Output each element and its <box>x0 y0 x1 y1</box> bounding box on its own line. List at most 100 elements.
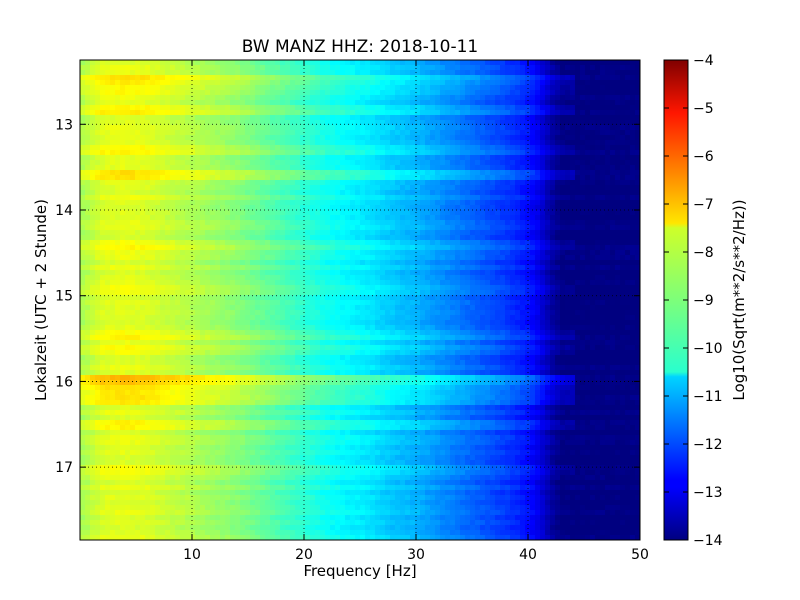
heatmap-cell <box>235 160 241 166</box>
heatmap-cell <box>260 70 266 76</box>
heatmap-cell <box>600 90 606 96</box>
heatmap-cell <box>605 265 611 271</box>
heatmap-cell <box>340 150 346 156</box>
heatmap-cell <box>220 80 226 86</box>
heatmap-cell <box>90 95 96 101</box>
heatmap-cell <box>360 100 366 106</box>
heatmap-cell <box>95 90 101 96</box>
heatmap-cell <box>205 160 211 166</box>
heatmap-cell <box>430 210 436 216</box>
heatmap-cell <box>460 255 466 261</box>
heatmap-cell <box>310 115 316 121</box>
heatmap-cell <box>190 280 196 286</box>
heatmap-cell <box>555 75 561 81</box>
heatmap-cell <box>565 105 571 111</box>
heatmap-cell <box>590 135 596 141</box>
heatmap-cell <box>270 205 276 211</box>
heatmap-cell <box>345 80 351 86</box>
heatmap-cell <box>440 275 446 281</box>
heatmap-cell <box>315 130 321 136</box>
heatmap-cell <box>455 110 461 116</box>
heatmap-cell <box>260 85 266 91</box>
heatmap-cell <box>295 140 301 146</box>
heatmap-cell <box>405 200 411 206</box>
heatmap-cell <box>135 230 141 236</box>
heatmap-cell <box>100 210 106 216</box>
heatmap-cell <box>185 175 191 181</box>
heatmap-cell <box>355 190 361 196</box>
heatmap-cell <box>115 150 121 156</box>
heatmap-cell <box>130 235 136 241</box>
heatmap-cell <box>250 225 256 231</box>
heatmap-cell <box>545 240 551 246</box>
heatmap-cell <box>145 175 151 181</box>
heatmap-cell <box>365 215 371 221</box>
heatmap-cell <box>155 100 161 106</box>
heatmap-cell <box>270 220 276 226</box>
heatmap-cell <box>515 275 521 281</box>
heatmap-cell <box>140 190 146 196</box>
heatmap-cell <box>95 245 101 251</box>
heatmap-cell <box>570 125 576 131</box>
heatmap-cell <box>125 150 131 156</box>
heatmap-cell <box>220 275 226 281</box>
heatmap-cell <box>430 130 436 136</box>
heatmap-cell <box>115 160 121 166</box>
heatmap-cell <box>515 270 521 276</box>
heatmap-cell <box>85 160 91 166</box>
heatmap-cell <box>170 255 176 261</box>
heatmap-cell <box>105 210 111 216</box>
heatmap-cell <box>485 200 491 206</box>
heatmap-cell <box>305 280 311 286</box>
heatmap-cell <box>540 240 546 246</box>
heatmap-cell <box>225 120 231 126</box>
heatmap-cell <box>140 175 146 181</box>
heatmap-cell <box>125 100 131 106</box>
heatmap-cell <box>265 170 271 176</box>
heatmap-cell <box>455 125 461 131</box>
heatmap-cell <box>160 240 166 246</box>
heatmap-cell <box>160 270 166 276</box>
heatmap-cell <box>450 250 456 256</box>
heatmap-cell <box>480 95 486 101</box>
heatmap-cell <box>580 250 586 256</box>
heatmap-cell <box>550 270 556 276</box>
heatmap-cell <box>180 280 186 286</box>
heatmap-cell <box>80 185 86 191</box>
heatmap-cell <box>425 65 431 71</box>
heatmap-cell <box>480 225 486 231</box>
heatmap-cell <box>365 180 371 186</box>
heatmap-cell <box>365 270 371 276</box>
heatmap-cell <box>410 70 416 76</box>
heatmap-cell <box>420 105 426 111</box>
heatmap-cell <box>280 165 286 171</box>
heatmap-cell <box>105 110 111 116</box>
heatmap-cell <box>455 100 461 106</box>
heatmap-cell <box>455 115 461 121</box>
heatmap-cell <box>240 250 246 256</box>
heatmap-cell <box>275 265 281 271</box>
heatmap-cell <box>450 270 456 276</box>
heatmap-cell <box>545 60 551 66</box>
heatmap-cell <box>165 265 171 271</box>
heatmap-cell <box>410 195 416 201</box>
heatmap-cell <box>315 270 321 276</box>
heatmap-cell <box>340 65 346 71</box>
heatmap-cell <box>470 235 476 241</box>
heatmap-cell <box>620 195 626 201</box>
heatmap-cell <box>130 80 136 86</box>
heatmap-cell <box>195 255 201 261</box>
heatmap-cell <box>375 245 381 251</box>
heatmap-cell <box>420 160 426 166</box>
heatmap-cell <box>470 70 476 76</box>
heatmap-cell <box>125 225 131 231</box>
heatmap-cell <box>140 185 146 191</box>
heatmap-cell <box>515 255 521 261</box>
heatmap-cell <box>535 220 541 226</box>
heatmap-cell <box>295 255 301 261</box>
heatmap-cell <box>575 70 581 76</box>
heatmap-cell <box>320 215 326 221</box>
heatmap-cell <box>515 110 521 116</box>
heatmap-cell <box>400 270 406 276</box>
heatmap-cell <box>545 205 551 211</box>
